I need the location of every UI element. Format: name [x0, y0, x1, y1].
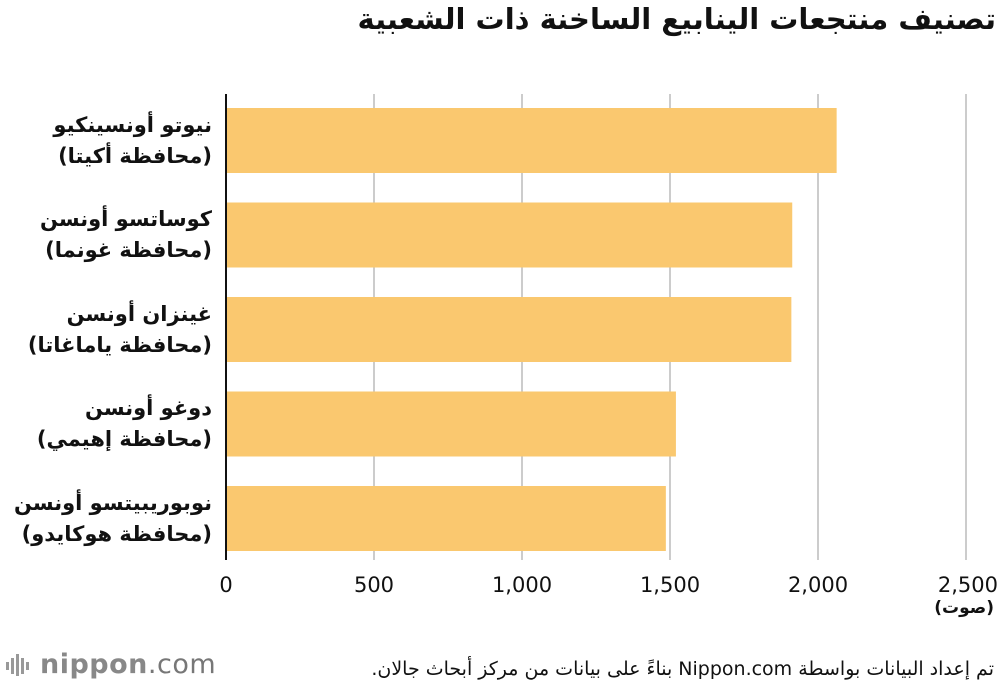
bar — [226, 108, 837, 173]
x-tick-label: 2,500 — [938, 573, 998, 597]
category-label: كوساتسو أونسن (محافظة غونما) — [0, 204, 212, 266]
bar-chart: 0 500 1,000 1,500 2,000 2,500 — [219, 94, 998, 597]
nippon-logo[interactable]: nippon.com — [6, 649, 216, 680]
category-prefecture: (محافظة هوكايدو) — [21, 521, 212, 546]
x-tick-label: 500 — [354, 573, 394, 597]
chart-title: تصنيف منتجعات الينابيع الساخنة ذات الشعب… — [357, 2, 996, 36]
nippon-logo-icon — [6, 653, 29, 676]
x-tick-label: 1,000 — [492, 573, 552, 597]
category-name: غينزان أونسن — [66, 301, 212, 326]
category-prefecture: (محافظة غونما) — [45, 238, 212, 262]
category-label: نيوتو أونسينكيو (محافظة أكيتا) — [0, 110, 212, 172]
bar — [226, 486, 666, 551]
x-tick-label: 0 — [219, 573, 232, 597]
logo-domain: .com — [147, 649, 217, 680]
bar — [226, 202, 793, 268]
source-note: تم إعداد البيانات بواسطة Nippon.com بناء… — [371, 658, 994, 680]
category-name: دوغو أونسن — [84, 396, 212, 420]
logo-wordmark: nippon — [40, 649, 148, 680]
category-prefecture: (محافظة أكيتا) — [58, 143, 212, 168]
category-name: كوساتسو أونسن — [39, 207, 212, 231]
category-prefecture: (محافظة ياماغاتا) — [27, 332, 212, 357]
category-label: غينزان أونسن (محافظة ياماغاتا) — [0, 299, 212, 361]
category-label: دوغو أونسن (محافظة إهيمي) — [0, 393, 212, 455]
bar — [226, 297, 792, 362]
category-label: نوبوريبيتسو أونسن (محافظة هوكايدو) — [0, 488, 212, 550]
x-tick-label: 2,000 — [788, 573, 848, 597]
category-name: نوبوريبيتسو أونسن — [13, 490, 212, 515]
axis-unit-label: (صوت) — [934, 598, 994, 618]
category-name: نيوتو أونسينكيو — [53, 112, 212, 137]
bar — [226, 391, 676, 457]
footer: nippon.com تم إعداد البيانات بواسطة Nipp… — [0, 638, 1000, 690]
category-prefecture: (محافظة إهيمي) — [36, 427, 212, 451]
x-tick-label: 1,500 — [640, 573, 700, 597]
